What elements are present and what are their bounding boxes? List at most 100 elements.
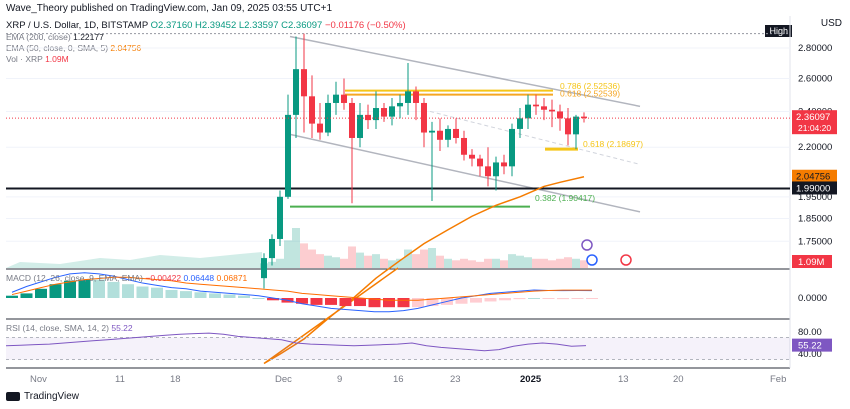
volume-bar xyxy=(356,252,364,268)
candle-body xyxy=(533,104,539,107)
candle-body xyxy=(301,69,307,97)
tradingview-icon xyxy=(6,392,20,401)
volume-bar xyxy=(468,260,476,268)
countdown-value: 21:04:20 xyxy=(798,123,831,133)
symbol-row: XRP / U.S. Dollar, 1D, BITSTAMP O2.37160… xyxy=(6,20,406,31)
volume-bar xyxy=(324,255,332,268)
fib-0786-label: 0.786 (2.52536) xyxy=(560,81,620,91)
macd-histogram-bar xyxy=(296,298,308,304)
volume-bar xyxy=(572,258,580,268)
macd-histogram-bar xyxy=(397,298,410,308)
macd-histogram-bar xyxy=(339,298,352,307)
support-tag xyxy=(792,181,837,195)
x-tick-label: 23 xyxy=(450,374,461,385)
rsi-tick-label: 40.00 xyxy=(798,349,822,360)
volume-bar xyxy=(556,258,564,268)
x-tick-label: 2025 xyxy=(520,374,542,385)
price-change: −0.01176 (−0.50%) xyxy=(324,20,406,31)
x-tick-label: 9 xyxy=(337,374,342,385)
candle-body xyxy=(405,91,411,103)
macd-histogram-bar xyxy=(571,298,584,299)
candle-body xyxy=(333,94,339,103)
candle-body xyxy=(309,96,315,124)
x-tick-label: 13 xyxy=(618,374,629,385)
ema200-legend[interactable]: EMA (200, close) 1.22177 xyxy=(6,32,104,42)
macd-histogram-bar xyxy=(209,293,221,298)
rsi-band xyxy=(6,337,790,360)
macd-zero-label: 0.0000 xyxy=(798,293,827,304)
fib-0618-low-label: 0.618 (2.18697) xyxy=(583,139,643,149)
macd-histogram-bar xyxy=(223,294,236,298)
fib-0382-label: 0.382 (1.90417) xyxy=(535,193,595,203)
candle-body xyxy=(453,128,459,138)
macd-histogram-bar xyxy=(542,298,555,299)
candle-body xyxy=(277,196,283,239)
x-tick-label: 20 xyxy=(673,374,684,385)
volume-bar xyxy=(380,258,388,268)
volume-bar xyxy=(532,258,540,268)
macd-histogram-bar xyxy=(310,298,323,305)
candle-body xyxy=(581,116,587,119)
volume-bar xyxy=(540,258,548,268)
macd-histogram-bar xyxy=(383,298,395,308)
macd-histogram-bar xyxy=(107,281,120,298)
candle-body xyxy=(389,106,395,117)
volume-bar xyxy=(492,258,500,268)
publish-info: Wave_Theory published on TradingView.com… xyxy=(6,3,333,14)
volume-bar xyxy=(388,260,396,268)
macd-histogram-bar xyxy=(6,295,18,298)
currency-label[interactable]: USD xyxy=(820,18,842,29)
volume-area xyxy=(6,252,262,268)
volume-bar xyxy=(484,258,492,268)
volume-bar xyxy=(548,260,556,268)
symbol-title[interactable]: XRP / U.S. Dollar, 1D, BITSTAMP xyxy=(6,20,149,31)
macd-histogram-bar xyxy=(455,298,468,304)
volume-bar xyxy=(332,257,340,268)
candle-body xyxy=(549,109,555,112)
macd-histogram-bar xyxy=(136,286,149,298)
candle-body xyxy=(565,118,571,135)
volume-bar xyxy=(460,258,468,268)
x-tick-label: 18 xyxy=(170,374,181,385)
candle-body xyxy=(493,162,499,177)
candle-body xyxy=(485,166,491,177)
macd-histogram-bar xyxy=(557,298,569,300)
volume-bar xyxy=(428,248,436,268)
candle-body xyxy=(261,258,267,279)
macd-histogram-bar xyxy=(20,293,33,298)
macd-legend[interactable]: MACD (12, 26, close, 9, EMA, EMA) −0.004… xyxy=(6,273,248,283)
macd-histogram-bar xyxy=(499,298,511,301)
us-flag-icon xyxy=(586,254,598,266)
ema50-tag xyxy=(792,169,837,183)
rsi-line xyxy=(5,332,587,352)
channel-upper-line xyxy=(289,35,641,108)
macd-histogram-bar xyxy=(513,298,526,300)
candle-body xyxy=(285,114,291,197)
volume-bar xyxy=(404,249,412,268)
rsi-tick-label: 80.00 xyxy=(798,327,822,338)
volume-bar xyxy=(412,254,420,268)
candle-body xyxy=(269,238,275,259)
macd-histogram-bar xyxy=(412,298,424,308)
candle-body xyxy=(469,154,475,159)
volume-bar xyxy=(444,258,452,268)
ema50-tag-value: 2.04756 xyxy=(796,172,830,183)
volume-legend[interactable]: Vol · XRP 1.09M xyxy=(6,54,69,64)
volume-bar xyxy=(508,254,516,268)
rsi-legend[interactable]: RSI (14, close, SMA, 14, 2) 55.22 xyxy=(6,323,133,333)
tradingview-logo[interactable]: TradingView xyxy=(6,391,79,402)
macd-histogram-bar xyxy=(252,298,265,299)
y-tick-label: 2.80000 xyxy=(798,43,832,54)
candle-body xyxy=(429,130,435,133)
macd-histogram-bar xyxy=(484,298,497,302)
candle-body xyxy=(509,128,515,167)
macd-histogram-bar xyxy=(180,291,192,298)
candle-body xyxy=(525,104,531,119)
candle-body xyxy=(293,69,299,115)
us-flag-icon xyxy=(620,254,632,266)
volume-bar xyxy=(348,246,356,268)
candle-body xyxy=(461,137,467,155)
volume-bar xyxy=(500,260,508,268)
macd-histogram-bar xyxy=(238,295,250,298)
